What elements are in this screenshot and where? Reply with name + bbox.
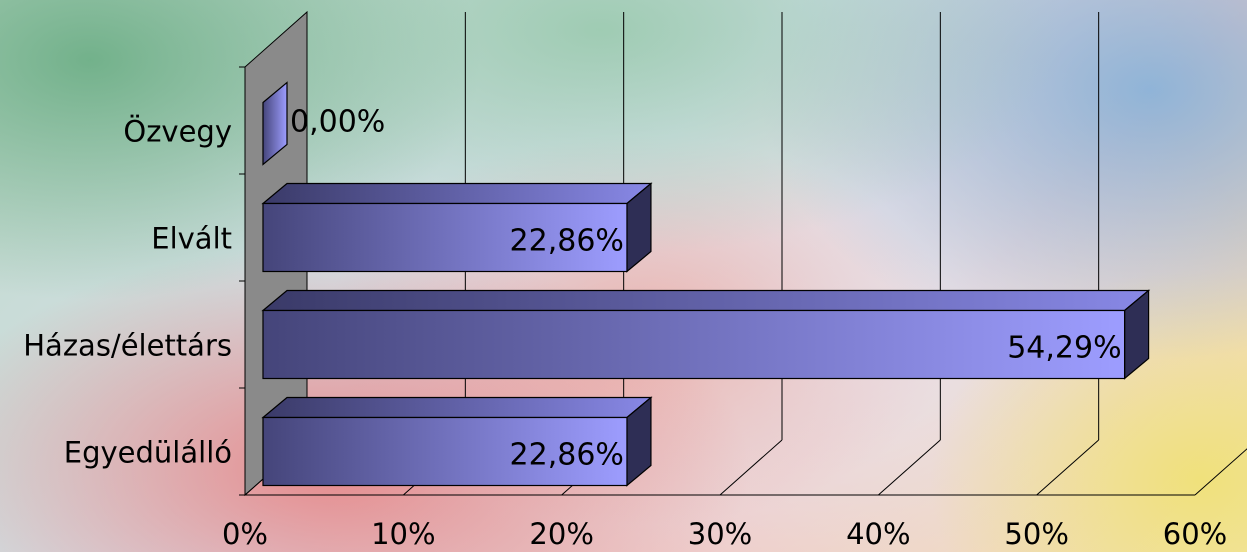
bar-zero-slab bbox=[262, 81, 288, 166]
category-label: Elvált bbox=[151, 222, 232, 256]
x-tick-label: 20% bbox=[529, 517, 593, 551]
data-label: 0,00% bbox=[290, 105, 385, 140]
floor-gridline bbox=[719, 439, 783, 496]
category-label: Özvegy bbox=[123, 115, 232, 149]
category-label: Házas/élettárs bbox=[23, 329, 232, 363]
x-tick-label: 10% bbox=[371, 517, 435, 551]
data-label: 54,29% bbox=[1007, 331, 1121, 366]
bar-3[interactable] bbox=[261, 182, 653, 273]
bar-4[interactable] bbox=[262, 81, 288, 166]
x-tick-label: 0% bbox=[222, 517, 268, 551]
x-tick-label: 60% bbox=[1163, 517, 1227, 551]
bar-front-face bbox=[262, 309, 1126, 380]
bar-top-face bbox=[261, 182, 653, 205]
floor-gridline bbox=[878, 439, 941, 496]
bar-front-face bbox=[262, 202, 628, 273]
bar-top-face bbox=[261, 396, 653, 419]
x-tick-label: 40% bbox=[846, 517, 910, 551]
x-tick-label: 50% bbox=[1004, 517, 1068, 551]
data-label: 22,86% bbox=[510, 438, 624, 473]
x-tick-label: 30% bbox=[688, 517, 752, 551]
bar-top-face bbox=[261, 289, 1151, 312]
bar-1[interactable] bbox=[261, 396, 653, 487]
bar-2[interactable] bbox=[261, 289, 1151, 380]
category-label: Egyedülálló bbox=[64, 436, 232, 470]
data-label: 22,86% bbox=[510, 224, 624, 259]
bar-front-face bbox=[262, 416, 628, 487]
floor-gridline bbox=[1036, 439, 1099, 496]
floor-gridline bbox=[1194, 448, 1247, 496]
